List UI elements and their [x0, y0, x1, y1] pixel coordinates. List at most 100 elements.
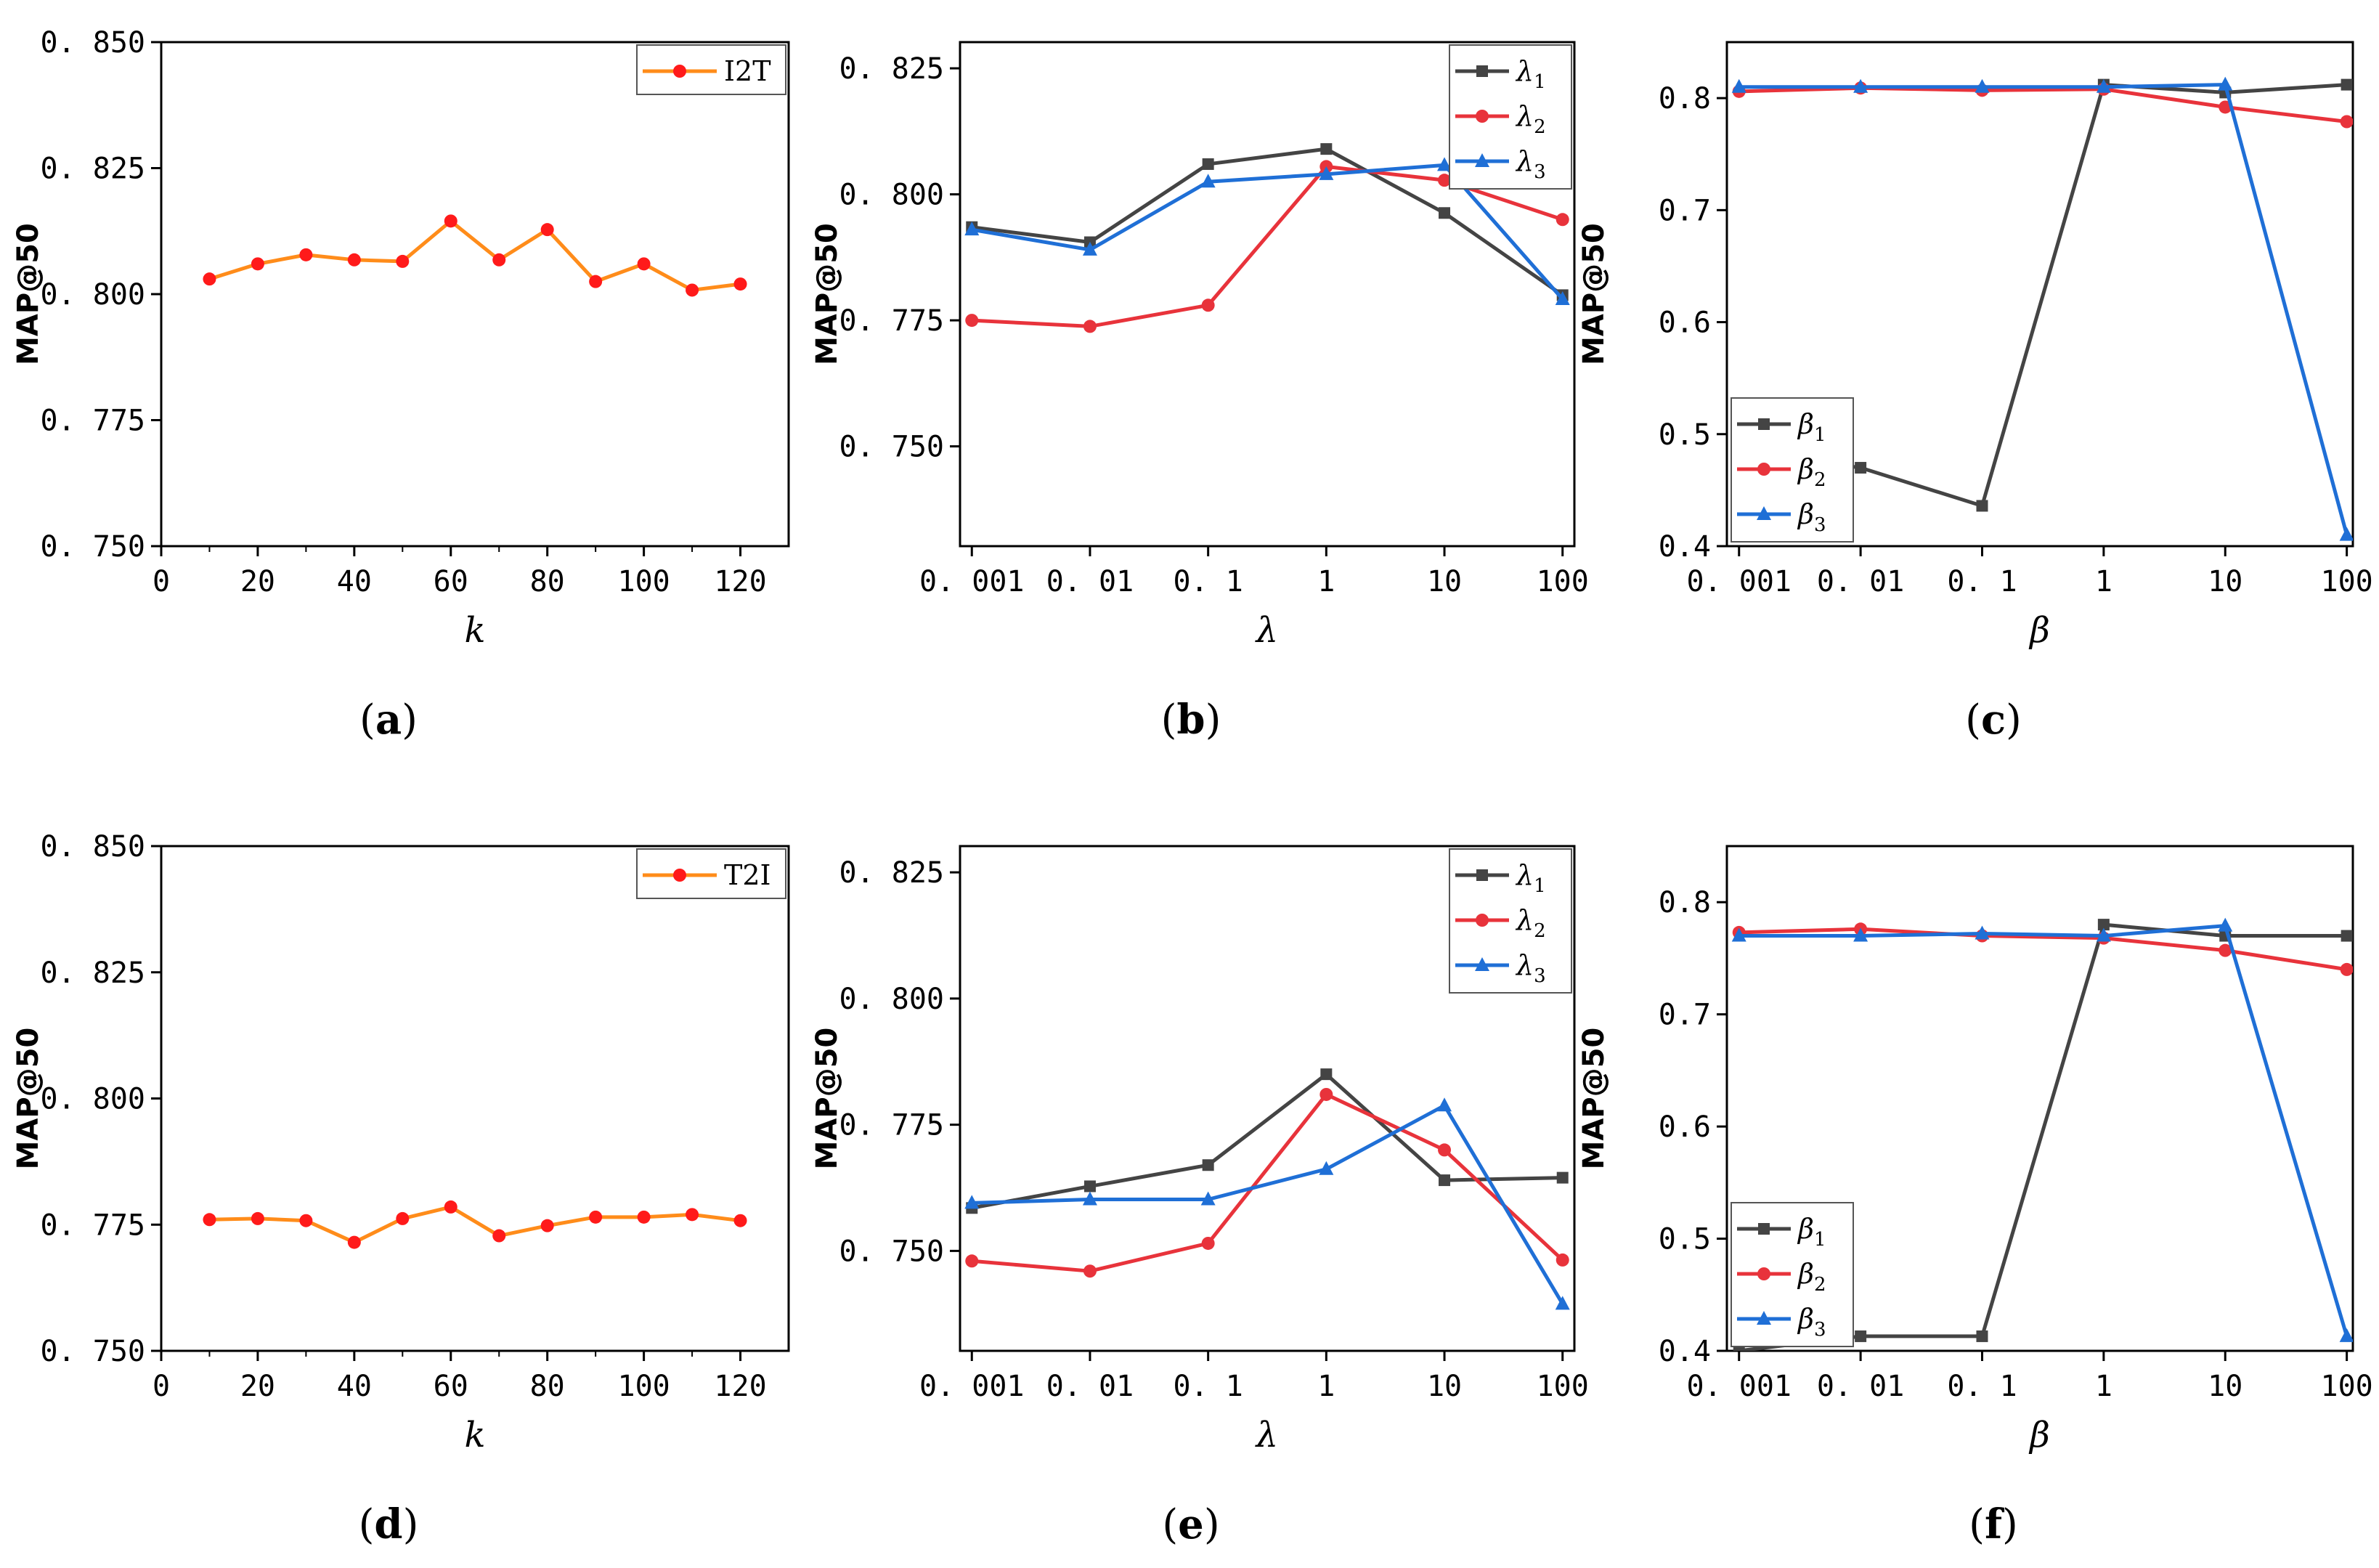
- legend-marker: [1757, 506, 1771, 520]
- x-tick-label: 100: [617, 1370, 670, 1403]
- y-tick-label: 0. 800: [839, 983, 945, 1016]
- x-tick-label: 1: [2095, 565, 2112, 598]
- x-tick-label: 0: [152, 1370, 170, 1403]
- x-tick-label: 10: [1427, 565, 1462, 598]
- legend-marker: [1757, 1311, 1771, 1325]
- legend-marker: [1758, 1223, 1770, 1235]
- data-point: [637, 1210, 651, 1224]
- data-point: [1200, 1191, 1216, 1206]
- data-point: [589, 1210, 603, 1224]
- data-point: [492, 253, 506, 267]
- plot-frame: [1725, 41, 2354, 548]
- x-tick-label: 20: [240, 565, 275, 598]
- legend-marker: [1476, 110, 1489, 123]
- x-tick-label: 60: [434, 1370, 468, 1403]
- chart-a: 0 20 40 60 80 100 120 0. 750 0. 775 0. 800 0. 825 0…: [12, 26, 790, 744]
- x-tick-label: 0. 001: [1686, 1370, 1792, 1403]
- data-point: [965, 1254, 979, 1268]
- x-tick-label: 0. 01: [1046, 1370, 1134, 1403]
- y-tick-label: 0. 850: [41, 26, 146, 60]
- data-point: [396, 1211, 410, 1225]
- data-point: [2340, 115, 2353, 129]
- y-tick-label: 0. 800: [41, 278, 146, 312]
- x-tick-label: 60: [434, 565, 468, 598]
- series-line: [208, 219, 741, 292]
- x-tick-label: 100: [1537, 565, 1589, 598]
- data-point: [1438, 174, 1452, 187]
- data-point: [1855, 1330, 1867, 1342]
- data-point: [964, 1195, 980, 1209]
- legend-marker: [1475, 153, 1489, 167]
- data-point: [2341, 78, 2353, 91]
- y-tick-label: 0. 775: [839, 304, 945, 338]
- legend-marker: [1758, 418, 1770, 430]
- x-axis-label: β: [2028, 1415, 2050, 1455]
- data-point: [2218, 917, 2233, 932]
- x-tick-label: 40: [337, 1370, 372, 1403]
- panel-caption: (a): [359, 696, 418, 744]
- y-tick-label: 0. 775: [41, 1209, 146, 1242]
- series-line: [209, 1205, 741, 1245]
- y-tick-label: 0. 750: [41, 1335, 146, 1368]
- x-axis-label: λ: [1255, 1415, 1278, 1455]
- series-group: [964, 1068, 1570, 1310]
- x-axis-label: λ: [1255, 610, 1278, 651]
- x-tick-label: 0. 01: [1817, 565, 1904, 598]
- data-point: [1733, 1345, 1745, 1351]
- y-tick-label: 0. 825: [839, 856, 945, 890]
- x-tick-label: 40: [337, 565, 372, 598]
- data-point: [1437, 157, 1452, 171]
- data-point: [251, 257, 264, 271]
- legend-marker: [1476, 65, 1488, 77]
- data-point: [2219, 943, 2232, 957]
- data-point: [2219, 100, 2232, 114]
- data-point: [2096, 78, 2111, 93]
- data-point: [733, 277, 747, 291]
- y-tick-label: 0.6: [1659, 306, 1711, 340]
- data-point: [1083, 320, 1097, 333]
- data-point: [1319, 1087, 1333, 1101]
- y-tick-label: 0. 800: [41, 1083, 146, 1116]
- x-tick-label: 0. 01: [1046, 565, 1134, 598]
- y-axis-label: MAP@50: [12, 1028, 45, 1170]
- y-axis-label: MAP@50: [12, 223, 45, 365]
- panel-caption: (f): [1969, 1500, 2018, 1548]
- data-point: [1976, 1330, 1988, 1342]
- data-point: [1975, 78, 1990, 93]
- plot-frame: [160, 845, 790, 1352]
- legend-marker: [673, 869, 686, 882]
- y-axis-label: MAP@50: [810, 223, 844, 365]
- data-point: [2339, 527, 2353, 541]
- x-tick-label: 0. 1: [1173, 1370, 1243, 1403]
- plot-frame: [1725, 845, 2354, 1352]
- panel-caption: (e): [1162, 1500, 1219, 1548]
- y-tick-label: 0.8: [1659, 82, 1711, 115]
- data-point: [1319, 1161, 1334, 1175]
- y-tick-label: 0.8: [1659, 886, 1711, 919]
- panel-caption: (d): [359, 1500, 419, 1548]
- data-point: [1320, 1068, 1333, 1081]
- data-point: [1731, 927, 1746, 942]
- data-point: [1320, 143, 1333, 155]
- panel-caption: (b): [1161, 696, 1221, 744]
- chart-d: 0 20 40 60 80 100 120 0. 750 0. 775 0. 800 0. 825 0…: [12, 830, 790, 1548]
- data-point: [637, 257, 651, 271]
- y-tick-label: 0. 825: [41, 153, 146, 186]
- x-tick-label: 10: [1427, 1370, 1462, 1403]
- series-line: [971, 1072, 1563, 1210]
- x-tick-label: 20: [240, 1370, 275, 1403]
- x-tick-label: 120: [714, 565, 766, 598]
- x-tick-label: 0. 1: [1947, 1370, 2017, 1403]
- x-tick-label: 80: [530, 565, 565, 598]
- y-tick-label: 0. 750: [839, 1235, 945, 1268]
- data-point: [2097, 919, 2110, 931]
- legend-label: λ1: [1515, 859, 1546, 897]
- legend: T2I: [636, 848, 786, 899]
- x-tick-label: 80: [530, 1370, 565, 1403]
- series-group: [203, 214, 747, 297]
- y-tick-label: 0.5: [1659, 1223, 1711, 1256]
- data-point: [2339, 1328, 2353, 1342]
- data-point: [2218, 76, 2233, 91]
- data-point: [1437, 1097, 1452, 1112]
- x-axis-label: k: [464, 610, 485, 651]
